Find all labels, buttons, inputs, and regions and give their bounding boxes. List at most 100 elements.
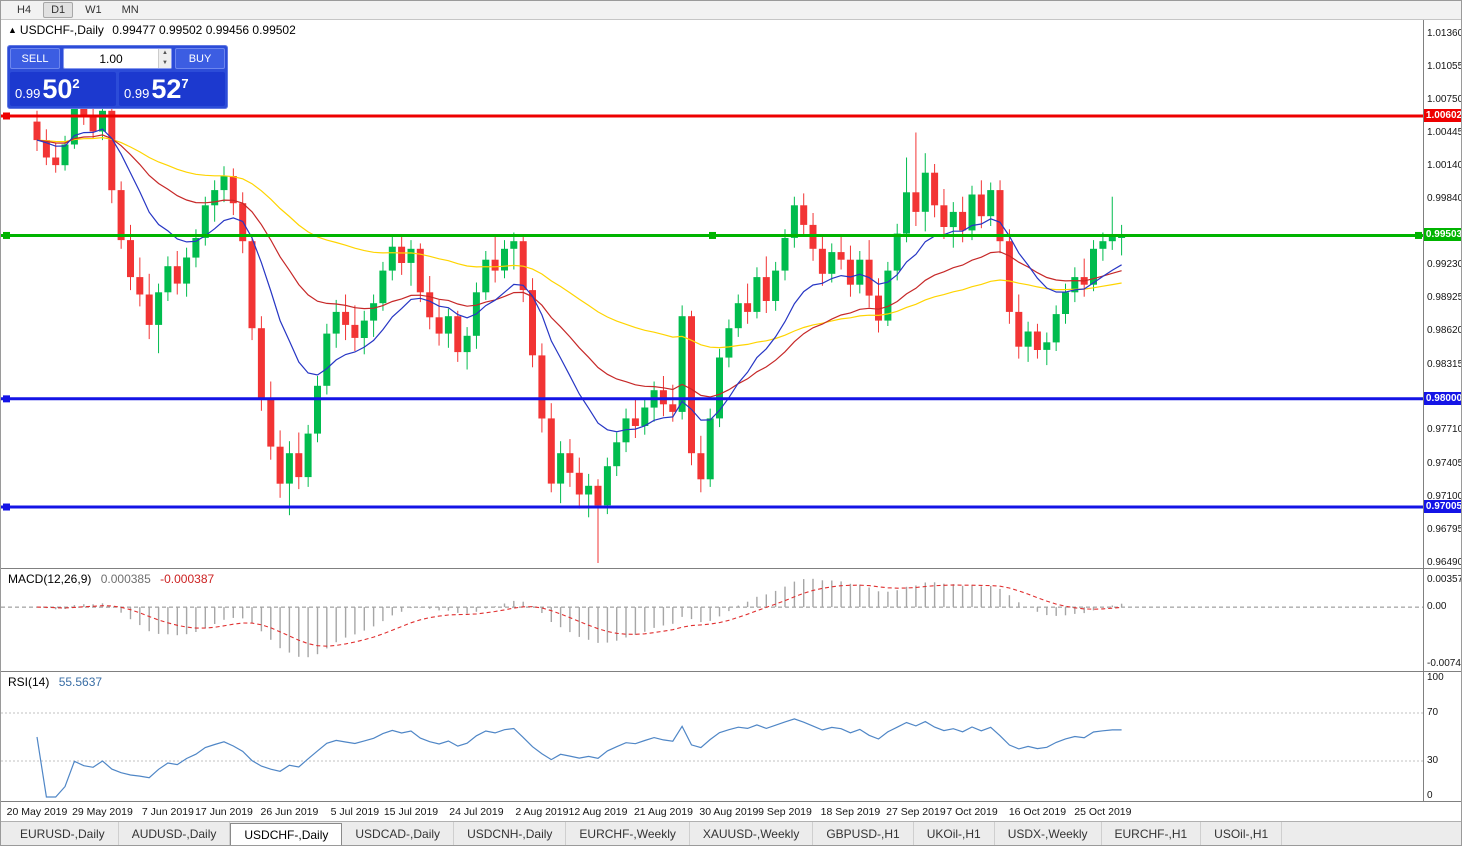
date-axis-label: 15 Jul 2019: [383, 806, 439, 818]
macd-plot[interactable]: [1, 569, 1423, 672]
macd-signal-value: -0.000387: [160, 572, 215, 586]
timeframe-toolbar: H4 D1 W1 MN: [1, 1, 1461, 20]
chart-tab-eurusd-daily[interactable]: EURUSD-,Daily: [7, 822, 119, 845]
timeframe-button-d1[interactable]: D1: [43, 2, 74, 18]
macd-label: MACD(12,26,9) 0.000385 -0.000387: [8, 572, 214, 586]
price-axis-label: 0.98925: [1427, 292, 1462, 304]
macd-axis: 0.003574 0.00 -0.00749: [1423, 569, 1461, 671]
date-axis-label: 7 Jun 2019: [141, 806, 194, 818]
rsi-axis: 100 70 30 0: [1423, 672, 1461, 801]
macd-name: MACD(12,26,9): [8, 572, 92, 586]
price-axis-label: 0.98315: [1427, 358, 1462, 370]
macd-main-value: 0.000385: [100, 572, 151, 586]
rsi-name: RSI(14): [8, 675, 50, 689]
date-axis-label: 24 Jul 2019: [449, 806, 504, 818]
price-badge: 0.97005: [1424, 500, 1462, 513]
price-axis-label: 0.97405: [1427, 457, 1462, 469]
chart-tab-gbpusd-h1[interactable]: GBPUSD-,H1: [813, 822, 914, 845]
chart-tab-xauusd-weekly[interactable]: XAUUSD-,Weekly: [690, 822, 814, 845]
symbol-triangle-icon: ▲: [8, 25, 17, 35]
price-axis-label: 0.96795: [1427, 523, 1462, 535]
volume-value[interactable]: 1.00: [99, 51, 123, 66]
chart-tab-eurchf-h1[interactable]: EURCHF-,H1: [1102, 822, 1202, 845]
date-axis-label: 16 Oct 2019: [1008, 806, 1067, 818]
chart-tab-usdcnh-daily[interactable]: USDCNH-,Daily: [454, 822, 567, 845]
rsi-value: 55.5637: [58, 675, 103, 689]
price-axis-label: 1.01055: [1427, 60, 1462, 72]
chart-tab-ukoil-h1[interactable]: UKOil-,H1: [914, 822, 995, 845]
buy-price-pip: 7: [181, 76, 189, 91]
date-axis-label: 17 Jun 2019: [195, 806, 253, 818]
price-axis-label: 1.00140: [1427, 160, 1462, 172]
chart-tab-usdx-weekly[interactable]: USDX-,Weekly: [995, 822, 1102, 845]
price-axis[interactable]: 1.01360 1.01055 1.00750 1.00445 1.00140 0.998…: [1423, 20, 1462, 568]
symbol-name: USDCHF-,Daily: [19, 23, 104, 37]
main-chart-panel: ▲ USDCHF-,Daily 0.99477 0.99502 0.99456 0…: [1, 20, 1462, 568]
price-axis-label: 0.97100: [1427, 490, 1462, 502]
line-handle[interactable]: [3, 395, 10, 403]
rsi-axis-label: 0: [1427, 790, 1433, 801]
price-axis-label: 1.00445: [1427, 127, 1462, 139]
line-handle[interactable]: [3, 112, 10, 120]
chart-tab-usdcad-daily[interactable]: USDCAD-,Daily: [342, 822, 455, 845]
chart-tab-usoil-h1[interactable]: USOil-,H1: [1201, 822, 1283, 845]
buy-price-big: 52: [151, 74, 182, 104]
date-axis-label: 20 May 2019: [6, 806, 68, 818]
macd-axis-label: -0.00749: [1427, 658, 1461, 670]
rsi-plot[interactable]: [1, 672, 1423, 802]
volume-decrease-button[interactable]: ▼: [159, 58, 171, 68]
chart-tab-audusd-daily[interactable]: AUDUSD-,Daily: [119, 822, 231, 845]
price-axis-label: 1.01360: [1427, 27, 1462, 39]
price-axis-label: 0.97710: [1427, 424, 1462, 436]
price-axis-label: 0.99840: [1427, 192, 1462, 204]
rsi-axis-label: 70: [1427, 707, 1439, 718]
date-axis-label: 27 Sep 2019: [886, 806, 946, 818]
date-axis-label: 12 Aug 2019: [568, 806, 628, 818]
price-axis-label: 0.96490: [1427, 556, 1462, 568]
line-handle[interactable]: [3, 503, 10, 511]
one-click-trading-panel: SELL 1.00 ▲ ▼ BUY 0.99 50 2 0.99: [7, 45, 228, 109]
date-axis-label: 7 Oct 2019: [946, 806, 998, 818]
price-badge: 0.98000: [1424, 391, 1462, 405]
date-axis-label: 25 Oct 2019: [1074, 806, 1132, 818]
sell-button[interactable]: SELL: [10, 48, 60, 69]
rsi-label: RSI(14) 55.5637: [8, 675, 102, 689]
price-badge: 0.99503: [1424, 228, 1462, 242]
line-handle[interactable]: [3, 231, 10, 239]
sell-price-display[interactable]: 0.99 50 2: [10, 72, 116, 106]
rsi-panel: RSI(14) 55.5637 100 70 30 0: [1, 671, 1461, 802]
buy-price-prefix: 0.99: [124, 86, 150, 101]
rsi-axis-label: 100: [1427, 672, 1444, 683]
rsi-axis-label: 30: [1427, 755, 1439, 766]
chart-tab-eurchf-weekly[interactable]: EURCHF-,Weekly: [566, 822, 690, 845]
buy-price-display[interactable]: 0.99 52 7: [119, 72, 225, 106]
macd-panel: MACD(12,26,9) 0.000385 -0.000387 0.00357…: [1, 568, 1461, 672]
date-axis-label: 30 Aug 2019: [699, 806, 759, 818]
price-axis-label: 1.00750: [1427, 93, 1462, 105]
chart-tab-bar: EURUSD-,Daily AUDUSD-,Daily USDCHF-,Daily U…: [1, 821, 1461, 845]
sell-price-prefix: 0.99: [15, 86, 41, 101]
date-axis-label: 18 Sep 2019: [820, 806, 881, 818]
line-handle[interactable]: [1415, 231, 1422, 239]
volume-increase-button[interactable]: ▲: [159, 49, 171, 59]
chart-tab-usdchf-daily[interactable]: USDCHF-,Daily: [230, 823, 343, 845]
chart-title: ▲ USDCHF-,Daily 0.99477 0.99502 0.99456 0…: [8, 23, 296, 37]
date-axis-label: 29 May 2019: [72, 806, 133, 818]
buy-button[interactable]: BUY: [175, 48, 225, 69]
date-axis-label: 2 Aug 2019: [515, 806, 569, 818]
candlestick-plot[interactable]: [1, 20, 1423, 568]
macd-axis-label: 0.00: [1427, 601, 1447, 613]
timeframe-button-h4[interactable]: H4: [17, 4, 32, 16]
price-badge: 1.00602: [1424, 108, 1462, 122]
volume-stepper[interactable]: 1.00 ▲ ▼: [63, 48, 172, 69]
date-axis[interactable]: 20 May 2019 29 May 2019 7 Jun 2019 17 Jun 2…: [1, 801, 1461, 821]
ohlc-values: 0.99477 0.99502 0.99456 0.99502: [112, 23, 296, 37]
price-axis-label: 0.99230: [1427, 259, 1462, 271]
sell-price-pip: 2: [72, 76, 80, 91]
timeframe-button-w1[interactable]: W1: [85, 4, 102, 16]
sell-price-big: 50: [42, 74, 73, 104]
timeframe-button-mn[interactable]: MN: [121, 4, 139, 16]
date-axis-label: 26 Jun 2019: [260, 806, 319, 818]
line-handle[interactable]: [709, 231, 716, 239]
